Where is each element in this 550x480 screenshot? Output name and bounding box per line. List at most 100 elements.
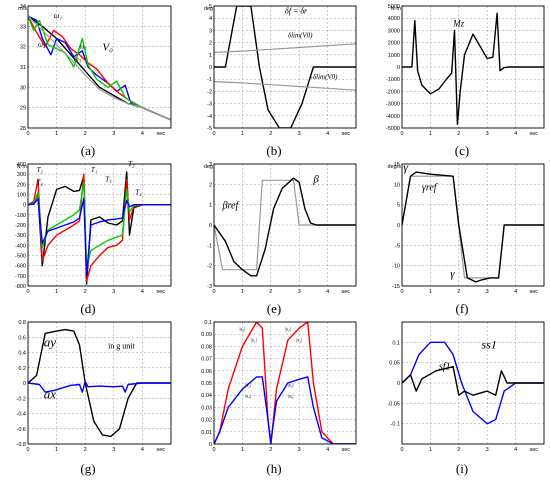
plot-frame [213,5,357,129]
y-tick-label: 0.05 [389,361,400,367]
y-tick-label: -15 [392,284,400,290]
y-tick-label: -700 [15,274,26,280]
y-tick-label: 2 [209,182,212,188]
panel-i-label: (i) [456,461,468,476]
x-unit-label: sec [529,131,538,137]
series-line [214,43,356,53]
x-tick-label: 1 [429,131,432,137]
y-tick-label: -3 [207,102,212,108]
annotation-label: |s₂| [240,328,246,333]
series-line [214,179,356,271]
annotation-label: δlim(V0) [288,32,313,40]
y-tick-label: -4 [207,114,212,120]
series-line [28,380,171,393]
y-tick-label: -3 [207,284,212,290]
x-tick-label: 4 [141,131,144,137]
x-tick-label: 3 [486,447,489,453]
y-tick-label: 1000 [388,53,400,59]
y-tick-label: 100 [17,193,26,199]
y-unit-label: N·m [17,164,28,170]
x-unit-label: sec [341,447,350,453]
annotation-label: |s₁| [296,339,302,344]
y-tick-label: -0.2 [17,396,26,402]
y-tick-label: 0.4 [18,351,26,357]
series-line [214,6,356,128]
y-tick-label: -3000 [386,102,400,108]
x-tick-label: 3 [112,447,115,453]
y-tick-label: 2 [209,41,212,47]
panel-d-label: (d) [80,301,95,316]
x-tick-label: 1 [55,289,58,295]
y-tick-label: 29 [20,106,26,112]
x-tick-label: 2 [84,131,87,137]
y-tick-label: 3000 [388,28,400,34]
annotation-label: ay [44,334,57,349]
y-tick-label: 34 [20,4,26,10]
y-tick-label: -0.4 [17,412,26,418]
panel-h: 0 1 2 3 4 0 0.01 0.02 0.03 0.04 0.05 0.06 0.07 0.08 0.… [201,320,357,453]
y-tick-label: 2000 [388,41,400,47]
x-tick-label: 4 [514,289,517,295]
y-tick-label: 0.03 [201,405,212,411]
series-line [214,177,356,277]
y-tick-label: -0.8 [17,442,26,448]
annotation-label: |s₁| [251,339,257,344]
y-tick-label: 31 [20,65,26,71]
x-tick-label: 2 [269,289,272,295]
y-tick-label: -10 [392,264,400,270]
plot-frame [401,5,545,129]
x-tick-label: 3 [486,131,489,137]
series-line [402,171,544,283]
series-line [28,15,171,121]
plot-frame [401,321,545,445]
y-tick-label: 0.1 [204,320,212,326]
y-tick-label: -5 [395,243,400,249]
y-tick-label: -400 [15,243,26,249]
series-line [28,15,171,121]
x-tick-label: 0 [26,289,29,295]
y-tick-label: 4 [209,16,212,22]
y-tick-label: 28 [20,126,26,132]
y-tick-label: -0.1 [391,422,400,428]
series-line [402,12,544,125]
x-unit-label: sec [156,131,165,137]
annotation-label: T₂ [135,189,142,197]
y-tick-label: -2000 [386,89,400,95]
y-tick-label: -800 [15,284,26,290]
x-tick-label: 2 [269,131,272,137]
plot-frame [213,163,357,287]
annotation-label: T₃ [105,175,112,183]
panel-h-label: (h) [266,461,281,476]
y-unit-label: N·m [391,6,402,12]
y-tick-label: 5 [209,4,212,10]
annotation-label: sf1 [439,362,451,373]
y-tick-label: -0.05 [387,401,400,407]
series-line [28,171,171,285]
annotation-label: T₁ [91,166,97,174]
panel-e: 0 1 2 3 4 -3 -2 -1 0 1 2 3 sec deg β βref [204,162,357,295]
y-tick-label: -100 [15,213,26,219]
annotation-label: γ [450,268,455,280]
y-tick-label: -5000 [386,126,400,132]
y-tick-label: -2 [207,264,212,270]
y-tick-label: 0.01 [201,430,212,436]
y-tick-label: 5 [397,203,400,209]
y-tick-label: 0.8 [18,320,26,326]
y-unit-label: m/s [18,6,27,12]
y-tick-label: -500 [15,254,26,260]
annotation-label: ω₃ [74,55,82,63]
x-tick-label: 0 [26,447,29,453]
annotation-label: ss1 [482,337,497,351]
x-tick-label: 2 [84,447,87,453]
y-tick-label: 0 [23,381,26,387]
annotation-label: γref [422,182,438,193]
plot-frame [401,163,545,287]
x-tick-label: 3 [298,447,301,453]
x-tick-label: 0 [400,447,403,453]
series-line [214,81,356,91]
series-line [402,341,544,425]
panel-g-label: (g) [80,461,95,476]
x-tick-label: 1 [429,289,432,295]
